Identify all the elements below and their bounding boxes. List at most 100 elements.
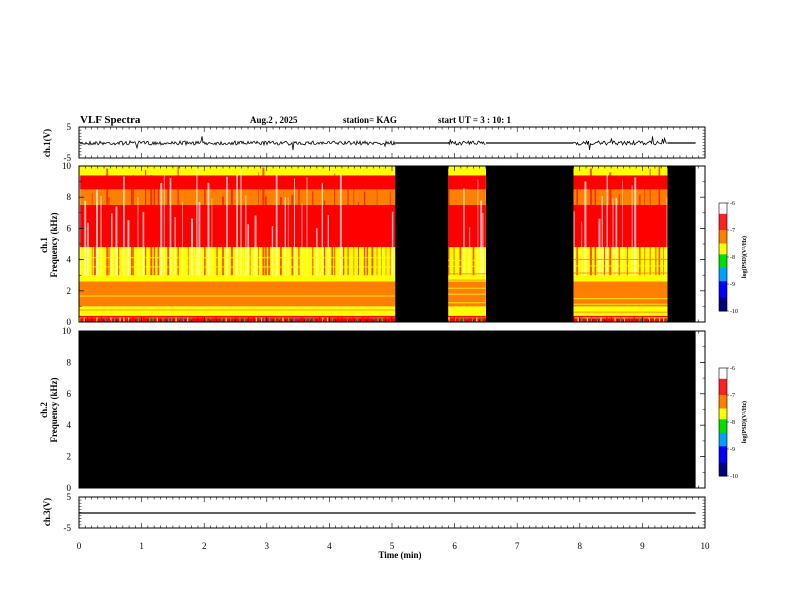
- ch1-spec-ytick-label: 4: [67, 255, 72, 265]
- ch2-colorbar-cell: [719, 449, 727, 453]
- ch1-spec-hline: [573, 303, 668, 305]
- ch1-spec-streak: [376, 184, 378, 276]
- ch1-spec-speckle: [633, 317, 635, 323]
- ch1-colorbar-cell: [719, 289, 727, 293]
- ch2-spectrogram-panel: 0 2 4 6 8 10: [62, 326, 706, 493]
- ch1-spec-streak: [463, 188, 465, 276]
- ch1-spec-speckle: [149, 317, 151, 323]
- ch1-spec-speckle: [187, 317, 189, 323]
- ch2-colorbar-cell: [719, 395, 727, 399]
- ch1-spec-speckle: [301, 317, 303, 323]
- ch1-spec-band: [448, 166, 486, 176]
- ch1-spec-speckle: [86, 317, 89, 323]
- ch1-spec-streak: [271, 226, 274, 276]
- ch1-spec-speckle: [305, 317, 307, 323]
- ch1-spec-speckle: [313, 317, 315, 323]
- ch1-spec-band: [573, 281, 668, 307]
- ch2-colorbar-cell: [719, 422, 727, 426]
- ch2-colorbar-cell: [719, 413, 727, 418]
- ch1-colorbar-cell: [719, 219, 727, 223]
- ch1-colorbar-title: log(PSD)(V²/Hz): [741, 236, 748, 278]
- ch1-spec-streak: [316, 228, 318, 276]
- ch1-spec-streak: [247, 224, 249, 276]
- ch1-colorbar-cell: [719, 243, 727, 247]
- ch2-colorbar-cell: [719, 435, 727, 439]
- ch2-colorbar-cell: [719, 373, 727, 377]
- ch1-spec-speckle: [263, 317, 265, 323]
- ch1-spec-speckle: [274, 317, 276, 323]
- ch2-colorbar-cell: [719, 473, 727, 477]
- ch1-spec-streak: [655, 208, 657, 276]
- ch1-colorbar-cell: [719, 203, 727, 207]
- ch1-spec-streak: [100, 196, 102, 276]
- x-tick-label: 1: [139, 541, 144, 551]
- ch1-spec-speckle: [384, 317, 386, 323]
- ch1-colorbar-cell: [719, 267, 727, 271]
- ch1-spec-speckle: [596, 317, 599, 323]
- ch1-colorbar-cell: [719, 232, 727, 236]
- ch1-spec-streak: [609, 172, 612, 276]
- ch2-colorbar-cell: [719, 368, 727, 372]
- ch1-spec-band: [573, 247, 668, 276]
- ch1-spec-streak: [167, 184, 170, 276]
- ch1-spec-speckle: [448, 317, 450, 323]
- ch1-spec-speckle: [152, 317, 154, 323]
- date-label: Aug.2 , 2025: [250, 115, 298, 125]
- ch1-spec-streak: [91, 193, 93, 276]
- x-tick-label: 6: [452, 541, 457, 551]
- ch1-spec-streak: [472, 208, 475, 276]
- ch1-spec-speckle: [648, 317, 650, 323]
- ch1-spec-band: [573, 175, 668, 190]
- figure-title: VLF Spectra: [80, 114, 141, 126]
- ch2-colorbar-cell: [719, 446, 727, 450]
- ch1-colorbar-tick-label: -9: [730, 282, 735, 288]
- ch1-spec-streak: [216, 227, 218, 276]
- ch1-spec-streak: [187, 213, 189, 276]
- ch1-colorbar-cell: [719, 297, 727, 301]
- ch1-spec-streak: [108, 197, 110, 276]
- ch2-spec-ytick-label: 4: [67, 420, 72, 430]
- ch1-spec-streak: [312, 191, 314, 276]
- ch1-spec-band: [79, 281, 396, 307]
- ch2-colorbar-cell: [719, 454, 727, 458]
- ch1-spec-streak: [298, 186, 300, 276]
- ch1-spec-streak: [258, 172, 259, 276]
- ch1-colorbar-cell: [719, 238, 727, 242]
- start-ut-label: start UT = 3 : 10: 1: [438, 115, 511, 125]
- ch1-spec-streak: [265, 196, 267, 276]
- ch1-spec-band: [448, 189, 486, 205]
- ch1-colorbar-tick-label: -7: [730, 228, 735, 234]
- ch1-spec-speckle: [229, 317, 231, 323]
- x-tick-label: 9: [640, 541, 645, 551]
- ch1-spec-speckle: [269, 317, 271, 323]
- ch1-spec-streak: [169, 177, 172, 276]
- ch1-spec-speckle: [459, 317, 461, 323]
- ch1-spec-speckle: [225, 317, 227, 323]
- ch1-spec-speckle: [201, 317, 203, 323]
- ch2-colorbar-cell: [719, 440, 727, 445]
- ch1-spec-speckle: [287, 317, 290, 323]
- ch1-spec-streak: [477, 179, 479, 276]
- ch1-spec-speckle: [132, 317, 134, 323]
- ch1-spec-speckle: [293, 317, 295, 323]
- ch1-spec-speckle: [480, 317, 483, 323]
- ch1-spec-speckle: [337, 317, 339, 323]
- ch1-spec-ytick-label: 0: [67, 317, 72, 327]
- ch1-spec-streak: [601, 196, 603, 276]
- ch1-spec-hline: [573, 279, 668, 281]
- ch1-spec-speckle: [614, 317, 616, 323]
- ch1-spec-speckle: [367, 317, 369, 323]
- ch1-spec-band: [79, 315, 396, 322]
- ch1-spec-streak: [127, 220, 130, 276]
- ch1-spec-speckle: [318, 317, 321, 323]
- ch2-colorbar-cell: [719, 397, 727, 401]
- ch1-spec-speckle: [462, 317, 465, 323]
- ch1-spec-streak: [639, 194, 641, 276]
- ch1-spec-streak: [160, 182, 163, 276]
- ch2-spec-nodata-block: [79, 331, 696, 488]
- ch1-spec-streak: [275, 174, 278, 276]
- ch1-spec-streak: [371, 214, 374, 276]
- ch1-spec-band: [573, 205, 668, 248]
- ch1-spec-streak: [111, 213, 113, 276]
- ch2-colorbar-title: log(PSD)(V²/Hz): [741, 401, 748, 443]
